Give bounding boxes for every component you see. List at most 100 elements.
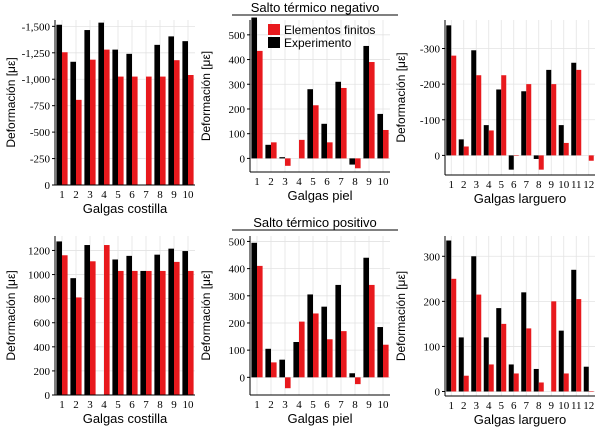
bar-elementos-finitos-7	[341, 331, 347, 378]
bar-experimento-2	[70, 278, 76, 395]
x-tick-label: 5	[310, 399, 316, 411]
y-tick-label: 0	[240, 153, 246, 165]
bar-experimento-6	[126, 53, 132, 185]
x-tick-label: 9	[366, 399, 372, 411]
bar-elementos-finitos-3	[285, 377, 291, 389]
bar-elementos-finitos-5	[501, 323, 507, 392]
bar-elementos-finitos-6	[132, 270, 138, 395]
bar-elementos-finitos-2	[76, 297, 82, 395]
bar-experimento-1	[251, 17, 257, 159]
bar-elementos-finitos-4	[299, 139, 305, 159]
y-tick-label: -500	[30, 127, 51, 139]
chart-pos-piel: 0 100 200 300 400 500 1 2 3 4 5 6 7 8 9 10 Galgas piel De…	[199, 236, 390, 426]
bar-experimento-1	[56, 24, 62, 186]
x-tick-label: 5	[499, 400, 505, 412]
y-tick-label: 800	[34, 294, 51, 306]
x-tick-label: 8	[536, 400, 542, 412]
y-tick-label: -250	[30, 154, 51, 166]
y-tick-label: 0	[435, 150, 441, 162]
y-tick-label: 0	[435, 386, 441, 398]
bar-experimento-9	[168, 248, 174, 395]
x-tick-label: 2	[73, 399, 79, 411]
bar-elementos-finitos-9	[551, 301, 557, 392]
x-tick-label: 6	[129, 399, 135, 411]
bar-experimento-5	[307, 89, 313, 159]
bar-elementos-finitos-10	[383, 344, 389, 378]
y-tick-label: 400	[34, 342, 51, 354]
bar-experimento-11	[571, 269, 577, 392]
y-tick-label: 200	[229, 318, 246, 330]
bar-elementos-finitos-8	[355, 377, 361, 385]
x-tick-label: 4	[296, 176, 302, 188]
bar-elementos-finitos-2	[76, 99, 82, 185]
bar-elementos-finitos-8	[160, 76, 166, 185]
y-tick-label: 500	[229, 236, 246, 248]
bar-experimento-3	[84, 245, 90, 395]
y-tick-label: 600	[34, 318, 51, 330]
x-tick-label: 9	[366, 176, 372, 188]
bar-elementos-finitos-6	[513, 373, 519, 392]
x-tick-label: 12	[583, 179, 594, 191]
x-tick-label: 7	[143, 189, 149, 201]
bar-elementos-finitos-4	[104, 245, 110, 395]
bar-elementos-finitos-4	[488, 130, 494, 156]
bar-elementos-finitos-1	[451, 278, 457, 392]
y-tick-label: 100	[229, 129, 246, 141]
legend-swatch-exp	[268, 37, 280, 48]
bar-elementos-finitos-2	[271, 362, 277, 378]
bar-experimento-1	[446, 240, 452, 392]
bar-experimento-5	[496, 308, 502, 392]
x-tick-label: 6	[129, 189, 135, 201]
bar-experimento-2	[70, 61, 76, 185]
y-axis-title: Deformación [με]	[4, 270, 18, 360]
x-tick-label: 9	[549, 400, 555, 412]
bar-elementos-finitos-3	[285, 158, 291, 166]
bar-elementos-finitos-8	[538, 155, 544, 170]
y-tick-label: 0	[240, 372, 246, 384]
x-axis-title: Galgas piel	[287, 188, 352, 203]
x-tick-label: 1	[59, 189, 65, 201]
y-tick-label: -1,000	[22, 74, 51, 86]
bar-experimento-2	[265, 348, 271, 378]
y-axis-title: Deformación [με]	[394, 271, 408, 361]
bar-elementos-finitos-10	[383, 129, 389, 159]
bar-experimento-1	[56, 241, 62, 395]
bar-elementos-finitos-5	[313, 105, 319, 159]
bar-experimento-6	[321, 306, 327, 378]
bar-elementos-finitos-5	[501, 75, 507, 156]
bar-experimento-4	[483, 125, 489, 156]
x-tick-label: 5	[499, 179, 505, 191]
y-tick-label: 1200	[28, 245, 51, 257]
x-tick-label: 10	[558, 400, 570, 412]
bar-elementos-finitos-9	[369, 62, 375, 159]
x-tick-label: 9	[549, 179, 555, 191]
bar-elementos-finitos-9	[174, 261, 180, 395]
y-tick-label: -200	[420, 79, 441, 91]
bar-elementos-finitos-12	[588, 155, 594, 161]
bar-elementos-finitos-7	[526, 84, 532, 156]
x-tick-label: 9	[171, 189, 177, 201]
y-tick-label: 300	[229, 291, 246, 303]
bar-experimento-11	[571, 62, 577, 156]
bar-experimento-8	[154, 44, 160, 185]
x-tick-label: 1	[449, 179, 455, 191]
x-axis-title: Galgas costilla	[83, 411, 168, 426]
y-tick-label: 0	[45, 390, 51, 402]
y-tick-label: 200	[424, 296, 441, 308]
y-tick-label: -1,500	[22, 21, 51, 33]
bar-elementos-finitos-12	[588, 391, 594, 392]
bar-experimento-10	[377, 327, 383, 378]
y-tick-label: 100	[229, 345, 246, 357]
bar-experimento-7	[521, 292, 527, 392]
y-tick-label: 400	[229, 264, 246, 276]
bar-experimento-7	[335, 81, 341, 159]
bar-elementos-finitos-4	[104, 49, 110, 185]
bar-elementos-finitos-1	[257, 265, 263, 378]
bar-elementos-finitos-8	[538, 382, 544, 392]
x-tick-label: 10	[183, 189, 195, 201]
bar-experimento-6	[508, 155, 514, 170]
bar-experimento-5	[307, 294, 313, 378]
x-tick-label: 4	[101, 399, 107, 411]
